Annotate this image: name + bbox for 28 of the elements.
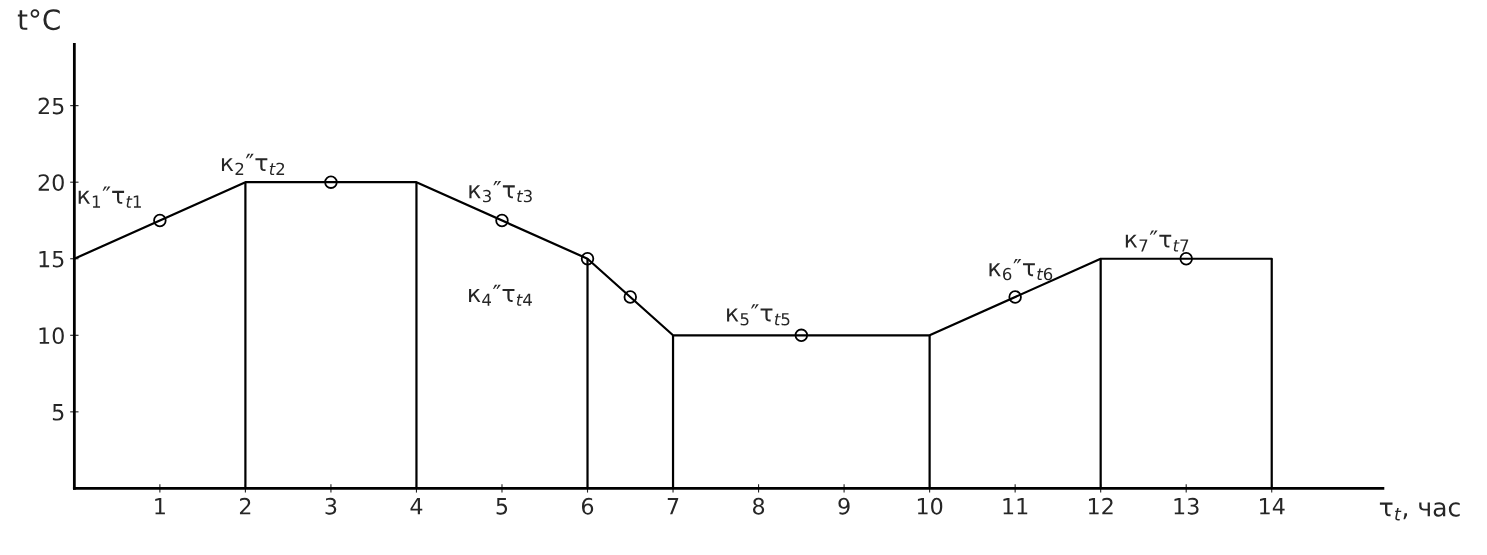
annotation: к$_{2}$″τ$_{t2}$ <box>221 153 285 175</box>
x-tick-label: 4 <box>410 498 423 515</box>
x-tick-label: 8 <box>753 497 765 515</box>
annotation: к$_{1}$″τ$_{t1}$ <box>78 186 141 208</box>
annotation: к$_{6}$″τ$_{t6}$ <box>989 258 1053 281</box>
y-tick-label: 15 <box>39 250 64 268</box>
annotation: к$_{5}$″τ$_{t5}$ <box>727 304 790 326</box>
x-tick-label: 12 <box>1088 497 1113 515</box>
x-tick-label: 6 <box>581 497 594 515</box>
y-tick-label: 5 <box>52 404 64 421</box>
y-axis-title: t°C <box>17 9 60 31</box>
x-tick-label: 1 <box>155 498 165 515</box>
x-tick-label: 13 <box>1174 497 1199 515</box>
x-tick-label: 3 <box>325 497 337 515</box>
x-tick-label: 11 <box>1003 498 1028 515</box>
x-tick-label: 9 <box>838 497 850 515</box>
y-tick-label: 25 <box>38 97 64 115</box>
annotation: к$_{4}$″τ$_{t4}$ <box>469 284 532 306</box>
x-tick-label: 7 <box>667 498 679 515</box>
x-axis-title: τ$_{t}$, час <box>1379 502 1460 521</box>
y-tick-label: 10 <box>39 327 64 345</box>
x-tick-label: 5 <box>496 498 508 515</box>
annotation: к$_{3}$″τ$_{t3}$ <box>469 181 532 203</box>
annotation: к$_{7}$″τ$_{t7}$ <box>1125 230 1189 252</box>
y-tick-label: 20 <box>38 174 64 191</box>
x-tick-label: 10 <box>917 497 943 515</box>
x-tick-label: 2 <box>239 497 251 515</box>
x-tick-label: 14 <box>1260 498 1285 515</box>
